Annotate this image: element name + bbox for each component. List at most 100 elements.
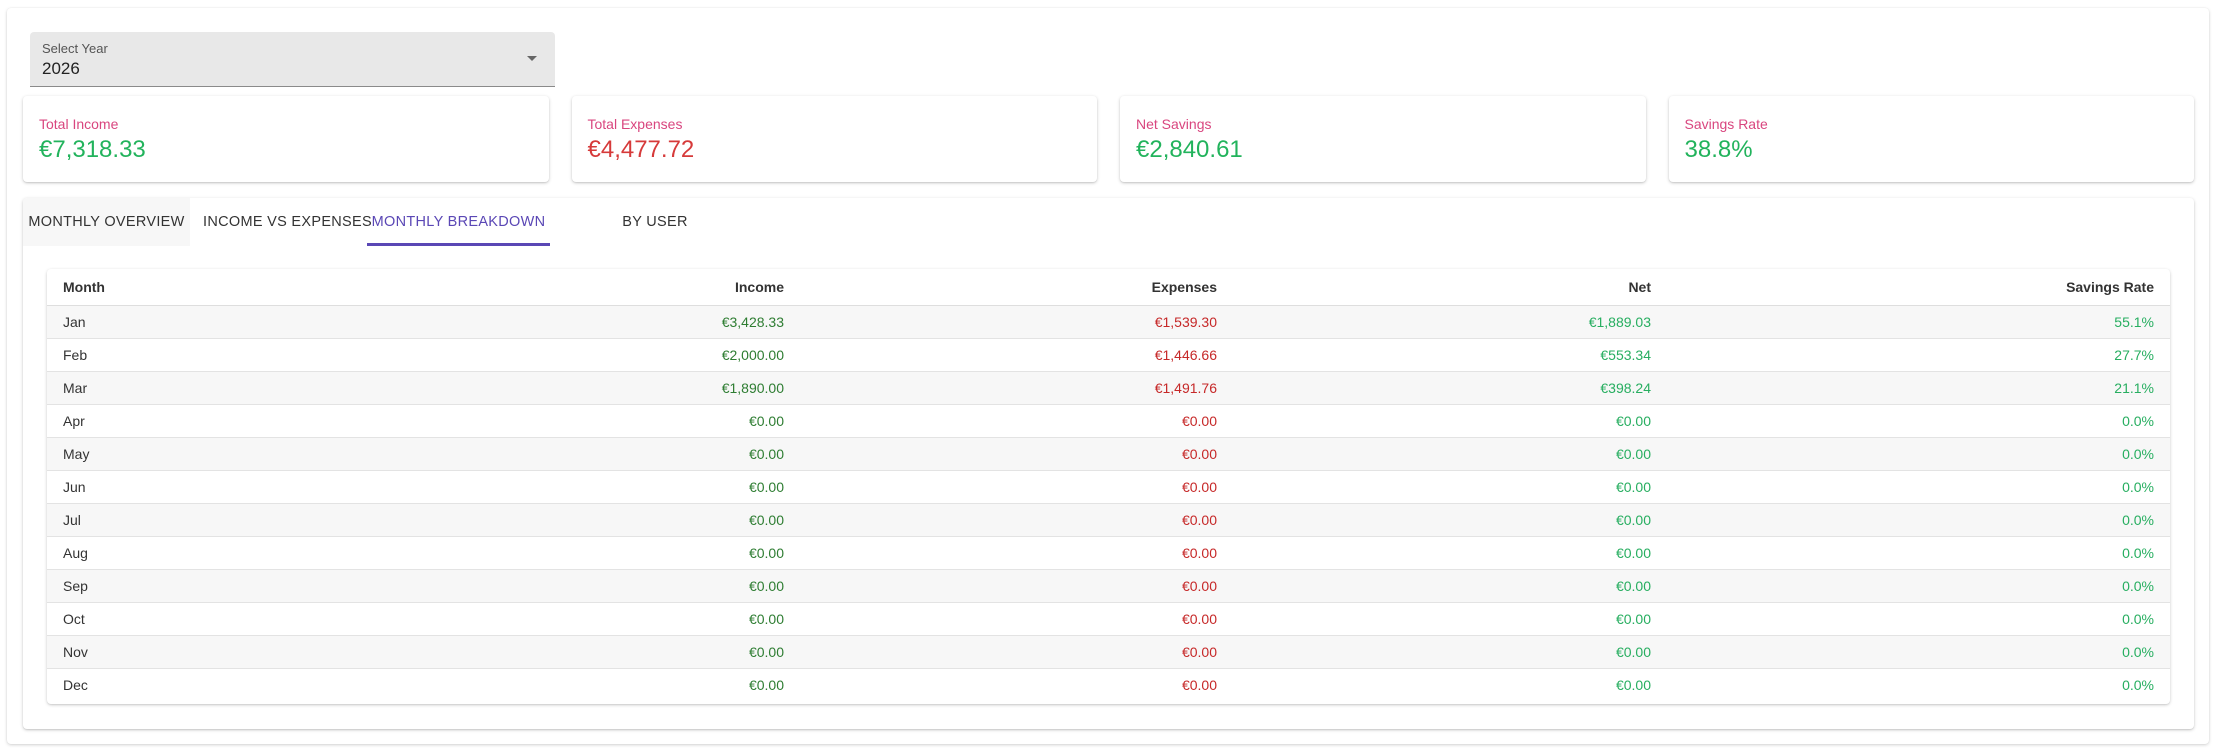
monthly-breakdown-table: Month Income Expenses Net Savings Rate J… [47, 269, 2170, 704]
cell-month: Jun [47, 470, 347, 504]
table-row: Feb €2,000.00 €1,446.66 €553.34 27.7% [47, 338, 2170, 372]
cell-income: €3,428.33 [347, 305, 800, 339]
header-income: Income [347, 269, 800, 306]
cell-month: Jul [47, 503, 347, 537]
cell-net: €0.00 [1615, 676, 1651, 693]
cell-income: €0.00 [748, 676, 784, 693]
cell-net: €0.00 [1233, 569, 1667, 603]
cell-month: Apr [47, 404, 347, 438]
cell-net: €0.00 [1233, 470, 1667, 504]
year-select-label: Select Year [42, 41, 108, 56]
cell-net: €553.34 [1233, 338, 1667, 372]
year-select-value: 2026 [42, 59, 80, 78]
table-row: Jun €0.00 €0.00 €0.00 0.0% [47, 470, 2170, 504]
cell-month: Aug [47, 536, 347, 570]
total-income-card: Total Income €7,318.33 [23, 96, 549, 182]
tab-monthly-breakdown[interactable]: Monthly Breakdown [371, 214, 546, 230]
cell-expenses: €1,539.30 [800, 305, 1233, 339]
cell-savings-rate: 0.0% [1667, 404, 2170, 438]
cell-savings-rate: 0.0% [1667, 437, 2170, 471]
cell-net: €1,889.03 [1233, 305, 1667, 339]
cell-month: Dec [63, 676, 88, 693]
cell-savings-rate: 27.7% [1667, 338, 2170, 372]
year-select[interactable]: Select Year 2026 [30, 32, 555, 87]
cell-income: €1,890.00 [347, 371, 800, 405]
table-row: Sep €0.00 €0.00 €0.00 0.0% [47, 569, 2170, 603]
cell-month: Oct [47, 602, 347, 636]
table-row: May €0.00 €0.00 €0.00 0.0% [47, 437, 2170, 471]
card-value: 38.8% [1684, 136, 1753, 163]
active-tab-indicator [367, 243, 550, 246]
cell-income: €2,000.00 [347, 338, 800, 372]
table-row: Jan €3,428.33 €1,539.30 €1,889.03 55.1% [47, 305, 2170, 339]
table-row: Dec €0.00 €0.00 €0.00 0.0% [47, 668, 2170, 701]
cell-net: €0.00 [1233, 602, 1667, 636]
card-value: €2,840.61 [1136, 136, 1243, 163]
card-label: Total Income [39, 116, 119, 132]
cell-net: €0.00 [1233, 437, 1667, 471]
table-row: Nov €0.00 €0.00 €0.00 0.0% [47, 635, 2170, 669]
cell-net: €0.00 [1233, 635, 1667, 669]
cell-month: Feb [47, 338, 347, 372]
card-label: Net Savings [1136, 116, 1212, 132]
table-row: Mar €1,890.00 €1,491.76 €398.24 21.1% [47, 371, 2170, 405]
cell-expenses: €0.00 [800, 437, 1233, 471]
cell-expenses: €0.00 [800, 503, 1233, 537]
card-value: €7,318.33 [39, 136, 146, 163]
cell-income: €0.00 [347, 602, 800, 636]
cell-net: €398.24 [1233, 371, 1667, 405]
cell-income: €0.00 [347, 569, 800, 603]
cell-income: €0.00 [347, 470, 800, 504]
cell-savings-rate: 0.0% [2122, 676, 2154, 693]
table-row: Apr €0.00 €0.00 €0.00 0.0% [47, 404, 2170, 438]
cell-expenses: €0.00 [800, 536, 1233, 570]
cell-income: €0.00 [347, 635, 800, 669]
table-row: Jul €0.00 €0.00 €0.00 0.0% [47, 503, 2170, 537]
cell-savings-rate: 0.0% [1667, 635, 2170, 669]
cell-expenses: €0.00 [800, 404, 1233, 438]
cell-savings-rate: 0.0% [1667, 602, 2170, 636]
card-value: €4,477.72 [587, 136, 695, 163]
cell-expenses: €0.00 [800, 569, 1233, 603]
cell-net: €0.00 [1233, 536, 1667, 570]
cell-savings-rate: 0.0% [1667, 569, 2170, 603]
cell-expenses: €0.00 [800, 602, 1233, 636]
table-row: Aug €0.00 €0.00 €0.00 0.0% [47, 536, 2170, 570]
cell-income: €0.00 [347, 404, 800, 438]
savings-rate-card: Savings Rate 38.8% [1668, 96, 2194, 182]
tab-bar: Monthly Overview Income vs Expenses Mont… [23, 198, 2194, 246]
cell-month: May [47, 437, 347, 471]
cell-month: Mar [47, 371, 347, 405]
cell-month: Nov [47, 635, 347, 669]
dropdown-arrow-icon[interactable] [527, 56, 537, 61]
table-header-row: Month Income Expenses Net Savings Rate [47, 269, 2170, 306]
cell-net: €0.00 [1233, 404, 1667, 438]
header-expenses: Expenses [800, 269, 1233, 306]
cell-net: €0.00 [1233, 503, 1667, 537]
cell-expenses: €1,491.76 [800, 371, 1233, 405]
card-label: Total Expenses [587, 116, 683, 132]
cell-savings-rate: 21.1% [1667, 371, 2170, 405]
cell-expenses: €0.00 [800, 635, 1233, 669]
cell-savings-rate: 0.0% [1667, 536, 2170, 570]
tab-monthly-overview[interactable]: Monthly Overview [23, 198, 190, 246]
summary-cards: Total Income €7,318.33 Total Expenses €4… [23, 96, 2194, 182]
tab-income-vs-expenses[interactable]: Income vs Expenses [203, 214, 372, 230]
net-savings-card: Net Savings €2,840.61 [1120, 96, 1646, 182]
header-savings-rate: Savings Rate [1667, 269, 2170, 306]
header-month: Month [47, 269, 347, 306]
cell-savings-rate: 0.0% [1667, 503, 2170, 537]
header-net: Net [1233, 269, 1667, 306]
cell-expenses: €0.00 [1181, 676, 1217, 693]
cell-savings-rate: 0.0% [1667, 470, 2170, 504]
cell-income: €0.00 [347, 536, 800, 570]
cell-income: €0.00 [347, 503, 800, 537]
cell-month: Sep [47, 569, 347, 603]
cell-savings-rate: 55.1% [1667, 305, 2170, 339]
total-expenses-card: Total Expenses €4,477.72 [571, 96, 1097, 182]
card-label: Savings Rate [1684, 116, 1768, 132]
tab-by-user[interactable]: By User [622, 214, 688, 230]
table-row: Oct €0.00 €0.00 €0.00 0.0% [47, 602, 2170, 636]
cell-expenses: €0.00 [800, 470, 1233, 504]
tabs-panel: Monthly Overview Income vs Expenses Mont… [23, 198, 2194, 729]
